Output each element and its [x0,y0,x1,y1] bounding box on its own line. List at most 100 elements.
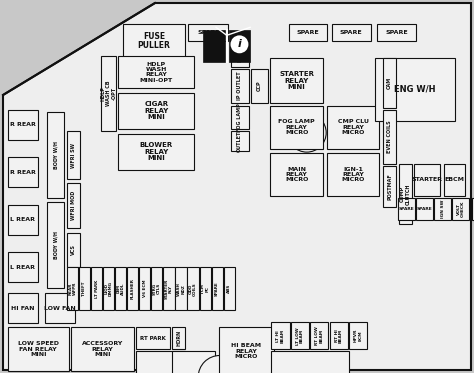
Bar [219,327,273,373]
Text: L REAR: L REAR [10,265,36,270]
Bar [118,134,194,170]
Text: CCP: CCP [257,81,262,91]
Bar [211,267,223,310]
Bar [71,327,134,371]
Bar [328,106,379,149]
Bar [8,252,38,282]
Text: LIQD
DMMG: LIQD DMMG [104,281,113,296]
Bar [230,131,249,151]
Text: HI BEAM
RELAY
MICRO: HI BEAM RELAY MICRO [231,343,261,359]
Text: RT LOW
BEAM: RT LOW BEAM [315,326,323,345]
Text: COMP
CLUTCH: COMP CLUTCH [400,183,410,205]
Bar [377,24,416,41]
Text: IGN-1
RELAY
MICRO: IGN-1 RELAY MICRO [342,167,365,182]
Text: LT PARK: LT PARK [94,280,99,298]
Text: FLASHER: FLASHER [131,278,135,299]
Text: STARTER: STARTER [411,178,442,182]
Text: MAIN
RELAY
MICRO: MAIN RELAY MICRO [285,167,309,182]
Text: FUSE
PULLER: FUSE PULLER [137,32,171,50]
Bar [270,58,323,103]
Bar [8,327,69,371]
Bar [270,106,323,149]
Bar [453,198,469,220]
Text: ENG W/H: ENG W/H [394,85,436,94]
Bar [399,164,411,224]
Circle shape [230,35,248,53]
Text: VCS: VCS [71,244,76,256]
Bar [383,110,396,164]
Text: HDLP
WASH
RELAY
MINI-OPT: HDLP WASH RELAY MINI-OPT [140,62,173,83]
Text: IP OUTLET: IP OUTLET [237,72,242,100]
Text: DIM
AUDL: DIM AUDL [117,282,125,295]
Text: VOLT
CHECK: VOLT CHECK [456,201,465,217]
Bar [67,267,78,310]
Bar [272,351,349,373]
Bar [472,198,474,220]
Text: STARTER
RLY: STARTER RLY [165,279,173,299]
Bar [8,110,38,140]
Text: LT LOW
BEAM: LT LOW BEAM [296,327,304,345]
Bar [272,322,290,349]
Text: TCM
PC: TCM PC [201,284,209,294]
Bar [224,267,235,310]
Text: FOG LAMP: FOG LAMP [237,103,242,132]
Bar [188,24,228,41]
Text: RT HI
BEAM: RT HI BEAM [335,329,343,343]
Bar [251,69,268,103]
Text: R REAR: R REAR [10,122,36,128]
Text: SPARE: SPARE [417,207,432,211]
Text: IGN SW: IGN SW [440,200,445,218]
Bar [8,205,38,235]
Bar [151,267,163,310]
Bar [103,267,114,310]
Bar [444,164,465,196]
Text: WFRI SW: WFRI SW [71,142,76,167]
Text: V6 ECM: V6 ECM [143,280,147,297]
Bar [203,30,225,62]
Text: STARTER
RELAY
MINI: STARTER RELAY MINI [279,71,314,90]
Text: i: i [237,39,241,49]
Text: LOW SPEED
FAN RELAY
MINI: LOW SPEED FAN RELAY MINI [18,341,59,357]
Text: WASH
NDZ: WASH NDZ [177,282,185,296]
Text: BLOWER
RELAY
MINI: BLOWER RELAY MINI [139,142,173,162]
Text: REAR
WFPR: REAR WFPR [68,282,76,295]
Text: SPARE: SPARE [215,281,219,296]
Bar [383,58,396,108]
Bar [398,198,415,220]
Bar [230,34,249,67]
Text: R REAR: R REAR [10,170,36,175]
Bar [67,183,80,228]
Text: EBCM: EBCM [445,178,465,182]
Text: LOW FAN: LOW FAN [45,305,76,311]
Bar [291,322,309,349]
Text: ABS: ABS [227,284,231,293]
Text: L REAR: L REAR [10,217,36,222]
Bar [67,131,80,179]
Bar [328,153,379,196]
Bar [123,24,185,58]
Text: STRG
CTLS: STRG CTLS [153,283,161,295]
Text: WFRI MOD: WFRI MOD [71,191,76,220]
Bar [173,351,216,373]
Bar [375,58,455,120]
Text: HI FAN: HI FAN [11,305,35,311]
Bar [8,157,38,188]
Bar [8,293,38,323]
Bar [289,24,328,41]
Text: HDLP
WASH CB
-OPT: HDLP WASH CB -OPT [101,81,117,106]
Bar [329,322,348,349]
Bar [101,56,116,131]
Circle shape [287,113,326,152]
Bar [187,267,199,310]
Bar [416,198,433,220]
Text: EVEN COILS: EVEN COILS [387,120,392,153]
Text: OUTLET: OUTLET [237,131,242,152]
Bar [45,293,75,323]
Bar [175,267,187,310]
Text: ACCESSORY
RELAY
MINI: ACCESSORY RELAY MINI [82,341,123,357]
Bar [434,198,451,220]
Text: SPARE: SPARE [385,30,408,35]
Text: BODY W/H: BODY W/H [53,231,58,259]
Bar [230,106,249,129]
Text: LT HI
BEAM: LT HI BEAM [276,329,285,343]
